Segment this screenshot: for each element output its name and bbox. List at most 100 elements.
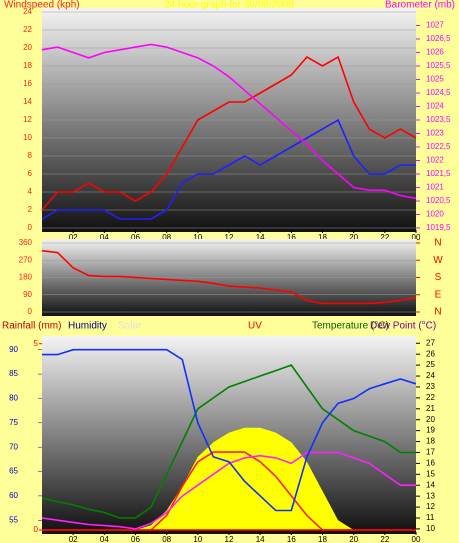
y2-tick-label: 1020: [426, 210, 444, 219]
y2-tick-label: 1027: [426, 21, 444, 30]
y2-tick-label: E: [435, 289, 442, 300]
y2-tick-label: 24: [426, 371, 435, 380]
y-tick-label: 0: [28, 223, 33, 232]
x-tick-label: 08: [162, 233, 171, 242]
x-tick-label: 22: [380, 535, 389, 543]
x-tick-label: 14: [256, 535, 265, 543]
y-tick-label: 10: [23, 133, 32, 142]
y2-tick-label: 16: [426, 459, 435, 468]
y2-tick-label: 1026: [426, 48, 444, 57]
x-tick-label: 00: [412, 535, 421, 543]
y2-tick-label: N: [434, 238, 441, 249]
line: [41, 43, 417, 200]
y-tick-label: 12: [23, 115, 32, 124]
x-tick-label: 00: [412, 233, 421, 242]
y-axis-label: Windspeed (kph): [4, 0, 80, 11]
axis-label: Dew Point (°C): [370, 321, 436, 332]
y3-tick-label: 0: [34, 525, 39, 534]
y2-tick-label: 1022,5: [426, 142, 451, 151]
x-tick-label: 10: [193, 233, 202, 242]
y2-tick-label: W: [433, 255, 443, 266]
x-tick-label: 14: [256, 233, 265, 242]
y2-tick-label: 25: [426, 360, 435, 369]
x-tick-label: 16: [287, 535, 296, 543]
y-tick-label: 18: [23, 61, 32, 70]
line: [41, 249, 417, 305]
axis-label: Rainfall (mm): [2, 321, 61, 332]
y2-tick-label: 11: [426, 513, 435, 522]
y-tick-label: 14: [23, 97, 32, 106]
line: [41, 451, 416, 530]
y-tick-label: 360: [19, 238, 33, 247]
y-tick-label: 65: [9, 467, 18, 476]
y2-tick-label: 20: [426, 415, 435, 424]
x-tick-label: 12: [225, 535, 234, 543]
y2-tick-label: 1021: [426, 183, 444, 192]
x-tick-label: 08: [162, 535, 171, 543]
y2-tick-label: 13: [426, 491, 435, 500]
y-tick-label: 22: [23, 25, 32, 34]
axis-label: Humidity: [68, 321, 107, 332]
axis-label: Temperature (°C): [312, 321, 389, 332]
y2-tick-label: 1025: [426, 75, 444, 84]
y2-tick-label: 10: [426, 524, 435, 533]
y-tick-label: 20: [23, 43, 32, 52]
line: [41, 118, 416, 220]
x-tick-label: 12: [225, 233, 234, 242]
y2-tick-label: 14: [426, 480, 435, 489]
y2-tick-label: 1024,5: [426, 88, 451, 97]
y2-tick-label: 1021,5: [426, 169, 451, 178]
y-tick-label: 24: [23, 7, 32, 16]
x-tick-label: 06: [131, 535, 140, 543]
x-tick-label: 06: [131, 233, 140, 242]
y-tick-label: 90: [9, 345, 18, 354]
y2-tick-label: 19: [426, 426, 435, 435]
y-tick-label: 60: [9, 491, 18, 500]
y2-tick-label: 15: [426, 469, 435, 478]
y2-tick-label: 18: [426, 437, 435, 446]
y3-tick-label: 5: [34, 339, 39, 348]
line: [41, 55, 417, 211]
y-tick-label: 70: [9, 442, 18, 451]
y-tick-label: 75: [9, 418, 18, 427]
y2-tick-label: 21: [426, 404, 435, 413]
y2-tick-label: 27: [426, 338, 435, 347]
y-tick-label: 8: [28, 151, 33, 160]
x-tick-label: 04: [100, 233, 109, 242]
y2-tick-label: 1023: [426, 129, 444, 138]
y2-tick-label: 1022: [426, 156, 444, 165]
y2-tick-label: 23: [426, 382, 435, 391]
x-tick-label: 18: [318, 233, 327, 242]
y-tick-label: 16: [23, 79, 32, 88]
y-tick-label: 80: [9, 394, 18, 403]
y2-tick-label: 1026,5: [426, 34, 451, 43]
x-tick-label: 20: [349, 233, 358, 242]
y-tick-label: 90: [23, 290, 32, 299]
y-tick-label: 2: [28, 205, 33, 214]
y-tick-label: 270: [19, 255, 33, 264]
y-tick-label: 4: [28, 187, 33, 196]
axis-label: Solar: [118, 321, 142, 332]
y-tick-label: 55: [9, 515, 18, 524]
x-tick-label: 16: [287, 233, 296, 242]
x-tick-label: 22: [380, 233, 389, 242]
chart-title: 24 hour graph for 30/08/2008: [164, 0, 294, 11]
y2-tick-label: 1019,5: [426, 223, 451, 232]
y-tick-label: 0: [28, 307, 33, 316]
y2-tick-label: 1025,5: [426, 61, 451, 70]
y2-tick-label: 1024: [426, 102, 444, 111]
y2-tick-label: S: [435, 272, 442, 283]
axis-label: UV: [248, 321, 262, 332]
y2-axis-label: Barometer (mb): [385, 0, 455, 11]
y2-tick-label: 12: [426, 502, 435, 511]
x-tick-label: 10: [193, 535, 202, 543]
line: [41, 364, 416, 519]
x-tick-label: 04: [100, 535, 109, 543]
y2-tick-label: 22: [426, 393, 435, 402]
y-tick-label: 85: [9, 369, 18, 378]
x-tick-label: 02: [69, 535, 78, 543]
x-tick-label: 18: [318, 535, 327, 543]
area: [42, 427, 416, 530]
y2-tick-label: N: [434, 307, 441, 318]
